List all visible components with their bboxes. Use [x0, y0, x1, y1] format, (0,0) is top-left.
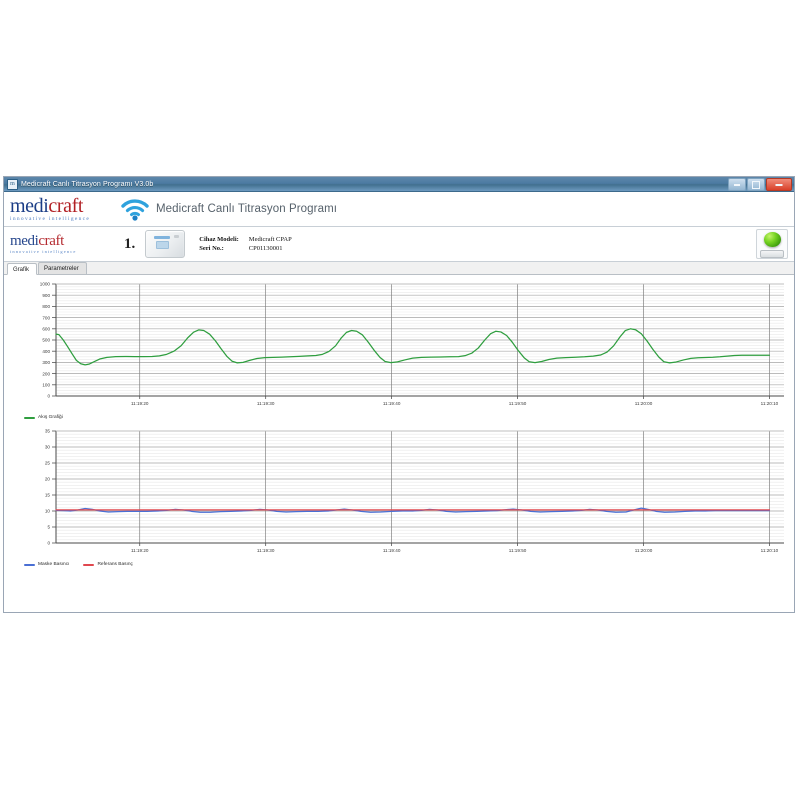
svg-text:200: 200 [42, 371, 50, 376]
close-icon [775, 183, 783, 186]
maximize-button[interactable] [747, 178, 765, 191]
window-controls [728, 178, 792, 191]
legend-item-flow: Akış Grafiği [24, 415, 63, 420]
svg-text:11:19:50: 11:19:50 [509, 401, 527, 406]
brand-logo-craft: craft [48, 194, 84, 217]
svg-text:11:19:40: 11:19:40 [383, 548, 401, 553]
close-button[interactable] [766, 178, 792, 191]
svg-text:300: 300 [42, 360, 50, 365]
svg-text:11:19:20: 11:19:20 [131, 401, 149, 406]
svg-text:400: 400 [42, 349, 50, 354]
svg-text:700: 700 [42, 315, 50, 320]
svg-text:11:20:00: 11:20:00 [635, 401, 653, 406]
device-stop-button[interactable] [760, 249, 784, 258]
wifi-icon [120, 197, 150, 221]
svg-text:500: 500 [42, 338, 50, 343]
brand-tagline: innovative intelligence [10, 215, 91, 222]
brand-logo-medi: medi [10, 194, 49, 217]
cpap-device-image [145, 230, 186, 258]
device-serial-label: Seri No.: [199, 245, 224, 252]
pressure-chart-legend: Maske Basıncı Referans Basınç [10, 559, 788, 573]
legend-swatch-flow [24, 416, 35, 419]
brand-header: medicraft innovative intelligence Medicr… [4, 192, 794, 227]
minimize-button[interactable] [728, 178, 746, 191]
app-icon: m [7, 178, 18, 190]
header-title: Medicraft Canlı Titrasyon Programı [156, 203, 338, 215]
device-status-box [756, 229, 788, 259]
flow-chart: 0 100 200 300 400 500 600 700 800 900 1000 11:19:20… [10, 279, 788, 426]
legend-label-flow: Akış Grafiği [38, 415, 63, 420]
pressure-chart-svg: 0 5 10 15 20 25 30 35 11:19:20 11:19:30 11:19:40 11… [45, 429, 784, 553]
legend-item-reference-pressure: Referans Basınç [83, 562, 133, 567]
green-status-led [763, 232, 781, 247]
device-screen-strip [154, 236, 171, 239]
brand-logo-text: medicraft [10, 196, 118, 216]
svg-text:10: 10 [45, 509, 51, 514]
flow-chart-svg: 0 100 200 300 400 500 600 700 800 900 1000 11:19:20… [40, 282, 784, 406]
svg-text:100: 100 [42, 383, 50, 388]
device-metadata: Cihaz Modeli: Medicraft CPAP Seri No.: C… [199, 235, 291, 254]
svg-text:15: 15 [45, 493, 51, 498]
device-logo-medi: medi [10, 232, 39, 249]
device-brand-logo: medicraft innovative intelligence [10, 232, 110, 255]
window-title: Medicraft Canlı Titrasyon Programı V3.0b [21, 180, 154, 188]
legend-swatch-mask-pressure [24, 563, 35, 566]
svg-text:800: 800 [42, 304, 50, 309]
svg-text:600: 600 [42, 327, 50, 332]
tabstrip: Grafik Parametreler [4, 262, 794, 275]
device-serial-value: CP01130001 [248, 245, 283, 252]
device-logo-craft: craft [38, 232, 64, 249]
svg-text:30: 30 [45, 445, 51, 450]
device-button [174, 235, 180, 238]
svg-text:1000: 1000 [40, 282, 51, 287]
svg-text:900: 900 [42, 293, 50, 298]
svg-text:11:19:40: 11:19:40 [383, 401, 401, 406]
svg-text:11:19:50: 11:19:50 [509, 548, 527, 553]
svg-text:0: 0 [47, 394, 50, 399]
application-window: m Medicraft Canlı Titrasyon Programı V3.… [3, 176, 795, 613]
device-brand-logo-text: medicraft [10, 232, 110, 249]
brand-logo: medicraft innovative intelligence [10, 196, 118, 223]
tab-grafik[interactable]: Grafik [7, 263, 38, 275]
svg-text:11:20:10: 11:20:10 [761, 401, 779, 406]
svg-text:35: 35 [45, 429, 51, 434]
svg-text:25: 25 [45, 461, 51, 466]
svg-text:11:19:20: 11:19:20 [131, 548, 149, 553]
svg-text:0: 0 [47, 541, 50, 546]
tab-parametreler[interactable]: Parametreler [38, 262, 87, 274]
svg-text:20: 20 [45, 477, 51, 482]
svg-text:5: 5 [47, 525, 50, 530]
device-info-bar: medicraft innovative intelligence 1. Cih… [4, 227, 794, 262]
window-titlebar[interactable]: m Medicraft Canlı Titrasyon Programı V3.… [4, 177, 794, 192]
legend-label-reference-pressure: Referans Basınç [97, 562, 133, 567]
svg-text:11:19:30: 11:19:30 [257, 548, 275, 553]
device-brand-tagline: innovative intelligence [10, 248, 77, 254]
maximize-icon [752, 180, 760, 189]
svg-text:11:20:10: 11:20:10 [761, 548, 779, 553]
device-keypad [156, 241, 170, 249]
svg-text:11:19:30: 11:19:30 [257, 401, 275, 406]
flow-chart-legend: Akış Grafiği [10, 412, 788, 426]
device-model-value: Medicraft CPAP [248, 235, 292, 243]
pressure-chart: 0 5 10 15 20 25 30 35 11:19:20 11:19:30 11:19:40 11… [10, 426, 788, 573]
charts-panel: 0 100 200 300 400 500 600 700 800 900 1000 11:19:20… [4, 275, 794, 573]
legend-item-mask-pressure: Maske Basıncı [24, 562, 69, 567]
legend-swatch-reference-pressure [83, 563, 95, 566]
svg-text:11:20:00: 11:20:00 [635, 548, 653, 553]
device-index: 1. [124, 235, 136, 252]
minimize-icon [734, 183, 740, 186]
legend-label-mask-pressure: Maske Basıncı [38, 562, 70, 567]
device-model-label: Cihaz Modeli: [199, 235, 239, 243]
